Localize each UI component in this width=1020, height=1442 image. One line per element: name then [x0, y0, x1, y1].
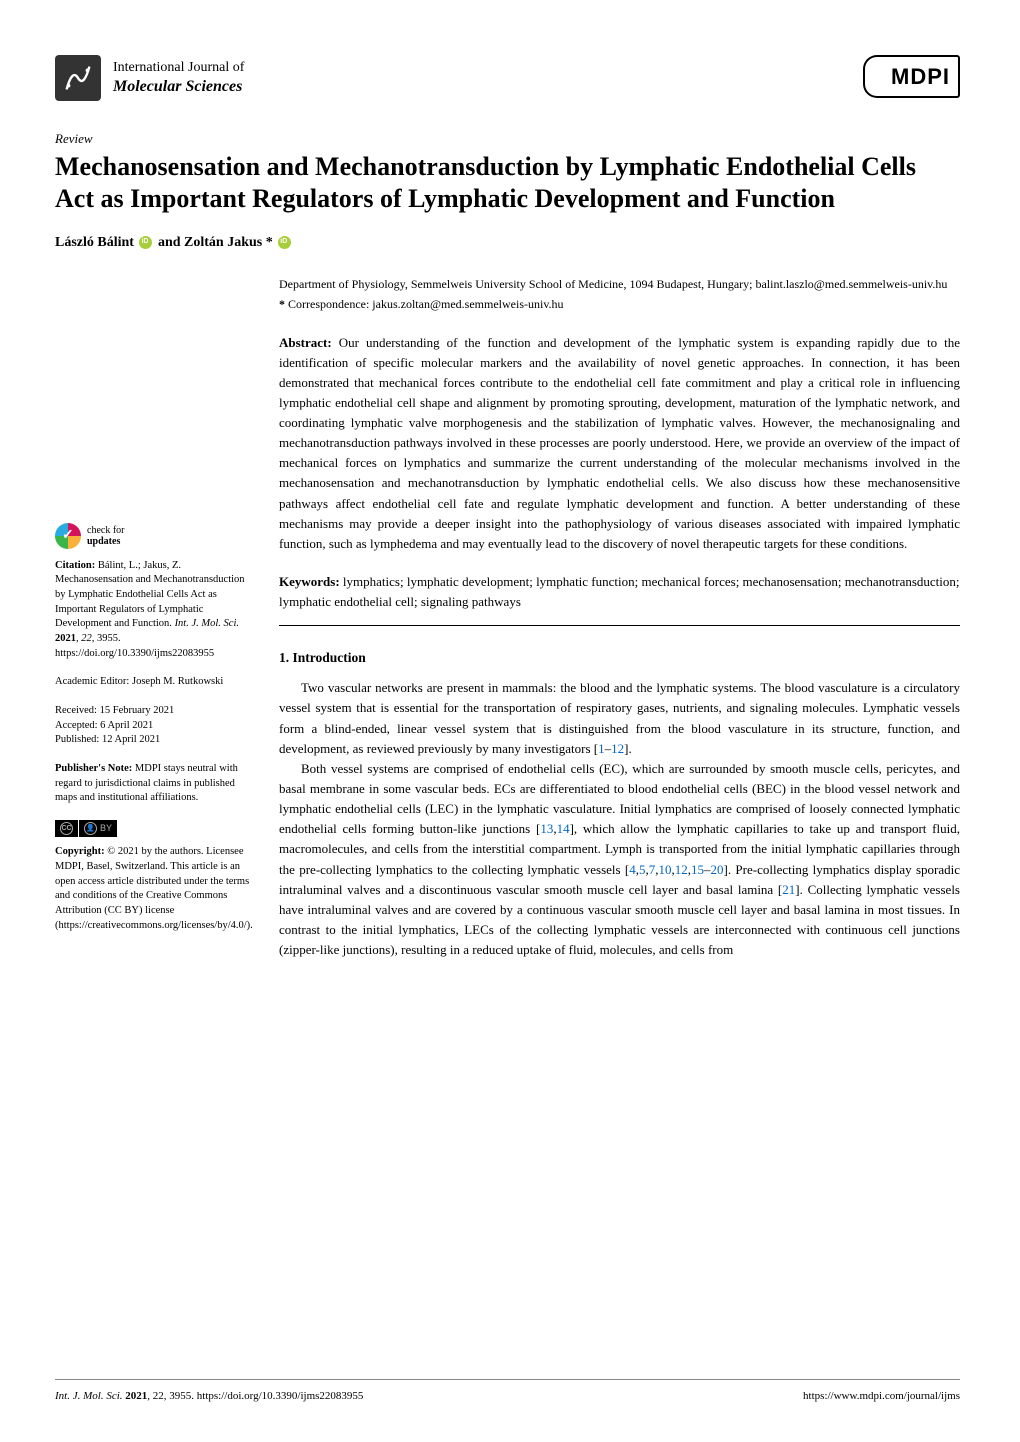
abstract-label: Abstract:	[279, 335, 339, 350]
ref-link[interactable]: 21	[782, 882, 795, 897]
by-badge: 👤 BY	[79, 820, 117, 837]
publisher-note-block: Publisher's Note: MDPI stays neutral wit…	[55, 762, 255, 806]
citation-year: 2021	[55, 633, 76, 644]
cc-icon: CC	[60, 822, 73, 835]
received-date: Received: 15 February 2021	[55, 704, 255, 719]
main-column: Department of Physiology, Semmelweis Uni…	[279, 275, 960, 961]
accepted-date: Accepted: 6 April 2021	[55, 719, 255, 734]
cc-license-badge: CC 👤 BY	[55, 820, 255, 837]
abstract-text: Our understanding of the function and de…	[279, 335, 960, 551]
mdpi-logo: MDPI	[877, 55, 960, 98]
authors: László Bálint and Zoltán Jakus *	[55, 232, 960, 253]
ref-link[interactable]: 14	[557, 821, 570, 836]
keywords-label: Keywords:	[279, 574, 343, 589]
editor-label: Academic Editor:	[55, 676, 132, 687]
author-1: László Bálint	[55, 235, 134, 250]
footer-rest: , 22, 3955. https://doi.org/10.3390/ijms…	[147, 1390, 363, 1402]
body-paragraph: Two vascular networks are present in mam…	[279, 678, 960, 759]
orcid-icon	[278, 236, 291, 249]
check-l2: updates	[87, 536, 124, 547]
article-title: Mechanosensation and Mechanotransduction…	[55, 151, 960, 216]
footer-left: Int. J. Mol. Sci. 2021, 22, 3955. https:…	[55, 1388, 363, 1405]
dates-block: Received: 15 February 2021 Accepted: 6 A…	[55, 704, 255, 748]
ref-link[interactable]: 20	[711, 862, 724, 877]
footer-journal: Int. J. Mol. Sci.	[55, 1390, 125, 1402]
page-footer: Int. J. Mol. Sci. 2021, 22, 3955. https:…	[55, 1379, 960, 1405]
citation-block: Citation: Bálint, L.; Jakus, Z. Mechanos…	[55, 559, 255, 662]
ref-link[interactable]: 13	[540, 821, 553, 836]
copyright-text: © 2021 by the authors. Licensee MDPI, Ba…	[55, 846, 253, 930]
ref-link[interactable]: 15	[691, 862, 704, 877]
journal-name: International Journal of Molecular Scien…	[113, 59, 244, 97]
editor-block: Academic Editor: Joseph M. Rutkowski	[55, 675, 255, 690]
section-rule	[279, 625, 960, 626]
citation-label: Citation:	[55, 560, 95, 571]
author-2: Zoltán Jakus *	[184, 235, 273, 250]
body-paragraph: Both vessel systems are comprised of end…	[279, 759, 960, 960]
citation-vol: , 22	[76, 633, 92, 644]
p1-text-b: ].	[624, 741, 632, 756]
journal-block: International Journal of Molecular Scien…	[55, 55, 244, 101]
correspondence: * Correspondence: jakus.zoltan@med.semme…	[279, 295, 960, 313]
sidebar: check for updates Citation: Bálint, L.; …	[55, 275, 255, 948]
header-row: International Journal of Molecular Scien…	[55, 55, 960, 101]
journal-name-line2: Molecular Sciences	[113, 77, 244, 97]
orcid-icon	[139, 236, 152, 249]
check-l1: check for	[87, 525, 124, 536]
footer-right[interactable]: https://www.mdpi.com/journal/ijms	[803, 1388, 960, 1405]
published-date: Published: 12 April 2021	[55, 733, 255, 748]
footer-year: 2021	[125, 1390, 147, 1402]
ref-link[interactable]: 12	[675, 862, 688, 877]
affiliation-dept: Department of Physiology, Semmelweis Uni…	[279, 275, 960, 293]
copyright-label: Copyright:	[55, 846, 105, 857]
check-updates-icon	[55, 523, 81, 549]
keywords: Keywords: lymphatics; lymphatic developm…	[279, 572, 960, 611]
editor-name: Joseph M. Rutkowski	[132, 676, 223, 687]
check-updates-text: check for updates	[87, 525, 124, 547]
copyright-block: Copyright: © 2021 by the authors. Licens…	[55, 845, 255, 933]
author-connector: and	[158, 235, 184, 250]
journal-logo-icon	[55, 55, 101, 101]
by-label: BY	[100, 822, 112, 835]
abstract: Abstract: Our understanding of the funct…	[279, 333, 960, 555]
cc-badge: CC	[55, 820, 78, 837]
corr-text: Correspondence: jakus.zoltan@med.semmelw…	[288, 297, 564, 311]
ref-link[interactable]: 12	[611, 741, 624, 756]
citation-journal: Int. J. Mol. Sci.	[175, 618, 239, 629]
affiliation-block: Department of Physiology, Semmelweis Uni…	[279, 275, 960, 313]
ref-link[interactable]: 10	[659, 862, 672, 877]
check-updates[interactable]: check for updates	[55, 523, 255, 549]
by-icon: 👤	[84, 822, 97, 835]
pubnote-label: Publisher's Note:	[55, 763, 132, 774]
journal-name-line1: International Journal of	[113, 59, 244, 77]
corr-label: *	[279, 297, 285, 311]
section-heading: 1. Introduction	[279, 648, 960, 668]
keywords-text: lymphatics; lymphatic development; lymph…	[279, 574, 960, 609]
article-type: Review	[55, 129, 960, 149]
